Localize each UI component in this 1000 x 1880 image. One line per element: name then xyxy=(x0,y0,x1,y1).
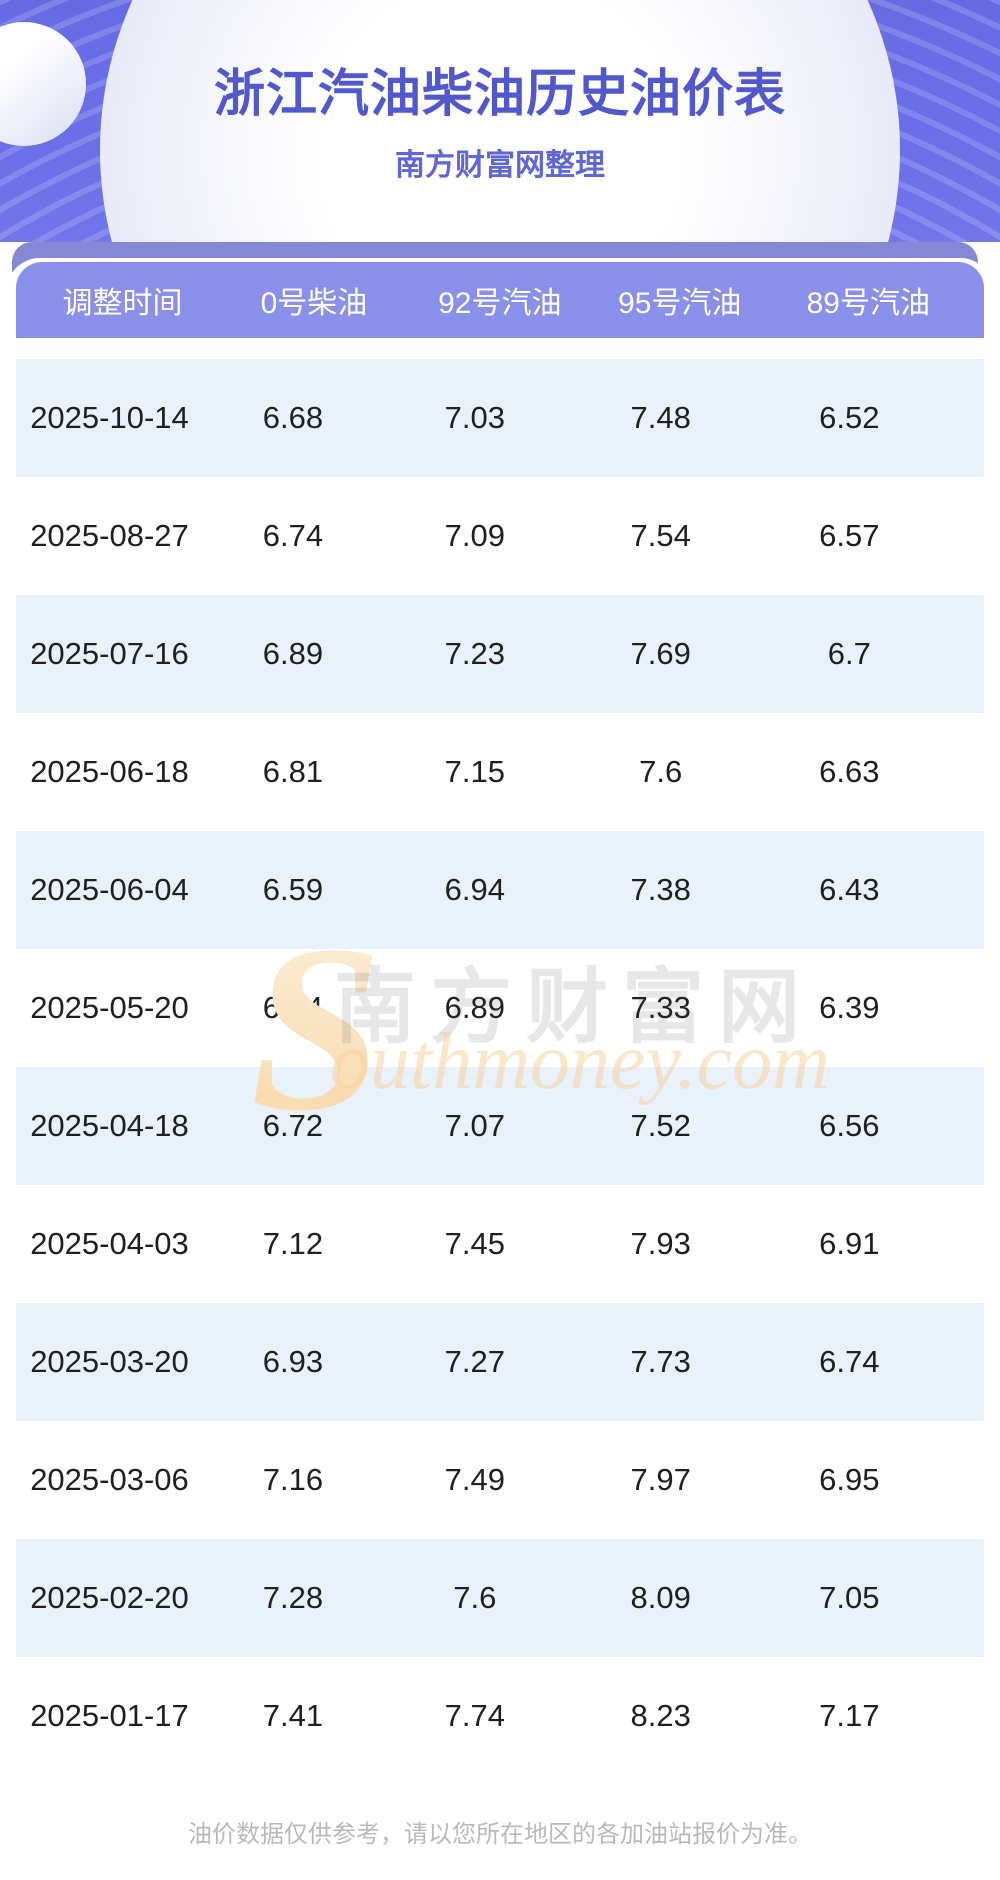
cell-price: 6.89 xyxy=(444,990,505,1025)
cell-price: 7.69 xyxy=(630,636,691,671)
column-header: 95号汽油 xyxy=(618,287,742,320)
cell-date: 2025-02-20 xyxy=(30,1580,189,1615)
cell-price: 6.54 xyxy=(262,990,324,1025)
cell-date: 2025-04-03 xyxy=(30,1226,189,1261)
cell-date: 2025-06-18 xyxy=(30,754,189,789)
cell-date: 2025-04-18 xyxy=(30,1108,189,1143)
table-row: 2025-04-18 6.72 7.07 7.52 6.56 xyxy=(16,1067,984,1185)
cell-date: 2025-08-27 xyxy=(30,518,189,553)
table-row: 2025-03-20 6.93 7.27 7.73 6.74 xyxy=(16,1303,984,1421)
cell-price: 7.23 xyxy=(444,636,505,671)
cell-price: 7.09 xyxy=(444,518,505,553)
cell-price: 6.59 xyxy=(262,872,324,907)
column-header: 89号汽油 xyxy=(806,287,930,320)
cell-price: 8.09 xyxy=(630,1580,691,1615)
table-row: 2025-03-06 7.16 7.49 7.97 6.95 xyxy=(16,1421,984,1539)
cell-date: 2025-07-16 xyxy=(30,636,189,671)
cell-price: 7.97 xyxy=(630,1462,691,1497)
cell-price: 7.17 xyxy=(819,1698,880,1733)
cell-price: 7.93 xyxy=(630,1226,691,1261)
cell-price: 7.33 xyxy=(630,990,691,1025)
cell-price: 6.52 xyxy=(819,400,880,435)
table-row: 2025-06-04 6.59 6.94 7.38 6.43 xyxy=(16,831,984,949)
cell-price: 6.74 xyxy=(819,1344,880,1379)
cell-price: 7.74 xyxy=(444,1698,505,1733)
table-header-row: 调整时间 0号柴油 92号汽油 95号汽油 89号汽油 xyxy=(16,262,984,338)
page-subtitle: 南方财富网整理 xyxy=(395,149,605,182)
cell-price: 7.05 xyxy=(819,1580,880,1615)
cell-price: 6.7 xyxy=(827,636,871,671)
cell-price: 6.91 xyxy=(819,1226,880,1261)
cell-price: 7.15 xyxy=(444,754,505,789)
table-card: 调整时间 0号柴油 92号汽油 95号汽油 89号汽油 2025-10-14 6.68 7.… xyxy=(6,258,994,1778)
column-header: 0号柴油 xyxy=(260,287,368,320)
header-banner: 浙江汽油柴油历史油价表 南方财富网整理 xyxy=(0,0,1000,242)
cell-price: 7.41 xyxy=(262,1698,324,1733)
cell-price: 7.12 xyxy=(262,1226,324,1261)
cell-price: 7.28 xyxy=(262,1580,324,1615)
cell-price: 6.74 xyxy=(262,518,324,553)
column-header: 92号汽油 xyxy=(438,287,562,320)
table-row: 2025-06-18 6.81 7.15 7.6 6.63 xyxy=(16,713,984,831)
cell-price: 7.54 xyxy=(630,518,691,553)
cell-price: 7.52 xyxy=(630,1108,691,1143)
table-row: 2025-10-14 6.68 7.03 7.48 6.52 xyxy=(16,359,984,477)
page-title: 浙江汽油柴油历史油价表 xyxy=(213,65,786,122)
cell-price: 6.57 xyxy=(819,518,880,553)
cell-price: 7.49 xyxy=(444,1462,505,1497)
cell-price: 8.23 xyxy=(630,1698,691,1733)
cell-price: 7.03 xyxy=(444,400,505,435)
cell-date: 2025-03-06 xyxy=(30,1462,189,1497)
table-row: 2025-07-16 6.89 7.23 7.69 6.7 xyxy=(16,595,984,713)
cell-price: 7.6 xyxy=(639,754,683,789)
cell-price: 7.16 xyxy=(262,1462,324,1497)
cell-price: 6.81 xyxy=(262,754,324,789)
cell-date: 2025-05-20 xyxy=(30,990,189,1025)
cell-price: 6.94 xyxy=(444,872,505,907)
cell-price: 6.93 xyxy=(262,1344,324,1379)
cell-price: 7.07 xyxy=(444,1108,505,1143)
banner-white-blob xyxy=(100,0,900,242)
table-row: 2025-01-17 7.41 7.74 8.23 7.17 xyxy=(16,1657,984,1775)
table-row: 2025-04-03 7.12 7.45 7.93 6.91 xyxy=(16,1185,984,1303)
cell-price: 6.63 xyxy=(819,754,880,789)
cell-price: 7.48 xyxy=(630,400,691,435)
cell-price: 6.95 xyxy=(819,1462,880,1497)
cell-date: 2025-03-20 xyxy=(30,1344,189,1379)
cell-price: 7.27 xyxy=(444,1344,505,1379)
cell-price: 6.89 xyxy=(262,636,324,671)
cell-date: 2025-06-04 xyxy=(30,872,189,907)
cell-price: 6.39 xyxy=(819,990,880,1025)
cell-price: 6.43 xyxy=(819,872,880,907)
table-body: 2025-10-14 6.68 7.03 7.48 6.52 2025-08-27 6.74… xyxy=(16,359,984,1775)
cell-price: 7.6 xyxy=(453,1580,497,1615)
cell-price: 6.56 xyxy=(819,1108,880,1143)
cell-price: 6.72 xyxy=(262,1108,324,1143)
cell-price: 7.38 xyxy=(630,872,691,907)
cell-price: 6.68 xyxy=(262,400,324,435)
cell-date: 2025-01-17 xyxy=(30,1698,189,1733)
disclaimer-note: 油价数据仅供参考，请以您所在地区的各加油站报价为准。 xyxy=(188,1821,812,1848)
cell-price: 7.73 xyxy=(630,1344,691,1379)
table-row: 2025-05-20 6.54 6.89 7.33 6.39 xyxy=(16,949,984,1067)
table-row: 2025-02-20 7.28 7.6 8.09 7.05 xyxy=(16,1539,984,1657)
column-header: 调整时间 xyxy=(62,287,183,320)
cell-price: 7.45 xyxy=(444,1226,505,1261)
cell-date: 2025-10-14 xyxy=(30,400,189,435)
table-row: 2025-08-27 6.74 7.09 7.54 6.57 xyxy=(16,477,984,595)
